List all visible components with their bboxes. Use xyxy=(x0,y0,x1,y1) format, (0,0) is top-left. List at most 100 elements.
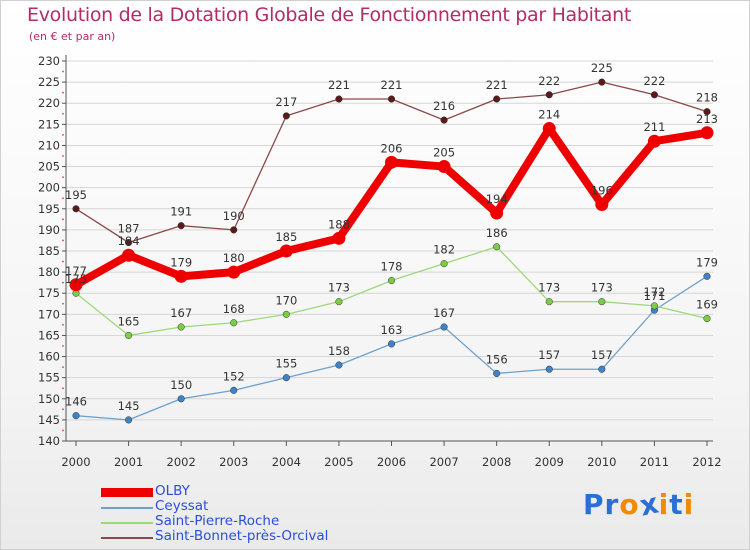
data-label: 163 xyxy=(381,323,403,337)
data-label: 187 xyxy=(118,222,140,236)
data-point xyxy=(230,386,238,394)
data-point xyxy=(595,198,609,212)
data-point xyxy=(700,126,714,140)
y-tick-label: 205 xyxy=(38,160,60,174)
data-point xyxy=(72,205,80,213)
y-minor-dot xyxy=(62,133,64,136)
legend-label-ceyssat: Ceyssat xyxy=(155,498,209,514)
data-point xyxy=(174,269,188,283)
data-point xyxy=(545,91,553,99)
data-point xyxy=(177,395,185,403)
y-minor-dot xyxy=(62,197,64,200)
chart-title: Evolution de la Dotation Globale de Fonc… xyxy=(27,4,632,26)
data-point xyxy=(545,365,553,373)
data-label: 155 xyxy=(275,357,297,371)
y-tick-label: 210 xyxy=(38,138,60,152)
y-tick-label: 175 xyxy=(38,286,60,300)
data-point xyxy=(545,298,553,306)
data-label: 146 xyxy=(65,395,87,409)
data-label: 179 xyxy=(696,255,718,269)
data-label: 221 xyxy=(328,78,350,92)
data-point xyxy=(335,95,343,103)
x-tick-label: 2011 xyxy=(640,455,669,469)
data-label: 167 xyxy=(170,306,192,320)
data-label: 217 xyxy=(275,95,297,109)
data-point xyxy=(72,412,80,420)
data-label: 152 xyxy=(223,369,245,383)
data-point xyxy=(282,310,290,318)
data-label: 168 xyxy=(223,302,245,316)
data-label: 156 xyxy=(486,352,508,366)
data-point xyxy=(230,226,238,234)
data-point xyxy=(598,365,606,373)
data-label: 157 xyxy=(591,348,613,362)
data-label: 205 xyxy=(433,146,455,160)
data-point xyxy=(703,315,711,323)
logo-letter: t xyxy=(669,488,684,521)
y-tick-label: 180 xyxy=(38,265,60,279)
data-point xyxy=(650,302,658,310)
data-label: 222 xyxy=(643,74,665,88)
data-point xyxy=(177,323,185,331)
data-label: 167 xyxy=(433,306,455,320)
logo-letter: i xyxy=(683,488,695,521)
data-point xyxy=(122,248,136,262)
y-tick-label: 160 xyxy=(38,350,60,364)
y-tick-label: 145 xyxy=(38,413,60,427)
data-label: 221 xyxy=(381,78,403,92)
data-label: 179 xyxy=(170,255,192,269)
y-tick-label: 215 xyxy=(38,117,60,131)
legend-label-saint-bonnet: Saint-Bonnet-près-Orcival xyxy=(155,528,329,544)
x-tick-label: 2006 xyxy=(377,455,406,469)
y-minor-dot xyxy=(62,70,64,73)
data-label: 158 xyxy=(328,344,350,358)
x-tick-label: 2009 xyxy=(535,455,564,469)
data-point xyxy=(493,95,501,103)
legend-swatch-saint-pierre-roche xyxy=(101,522,153,524)
data-label: 216 xyxy=(433,99,455,113)
y-minor-dot xyxy=(62,323,64,326)
data-label: 196 xyxy=(591,184,613,198)
data-point xyxy=(387,95,396,103)
data-label: 206 xyxy=(381,141,403,155)
y-minor-dot xyxy=(62,429,64,432)
data-point xyxy=(440,260,448,268)
y-tick-label: 200 xyxy=(38,181,60,195)
y-tick-label: 185 xyxy=(38,244,60,258)
data-point xyxy=(335,298,343,306)
y-tick-label: 225 xyxy=(38,75,60,89)
data-point xyxy=(282,374,290,382)
proxiti-logo: Proxiti xyxy=(583,486,695,522)
data-point xyxy=(279,244,293,258)
y-tick-label: 165 xyxy=(38,328,60,342)
legend-label-olby: OLBY xyxy=(155,483,190,499)
x-tick-label: 2012 xyxy=(692,455,721,469)
y-tick-label: 195 xyxy=(38,202,60,216)
logo-letter: P xyxy=(583,488,605,521)
data-point xyxy=(703,272,711,280)
data-point xyxy=(650,91,658,99)
legend-swatch-ceyssat xyxy=(101,507,153,509)
data-point xyxy=(385,155,398,169)
data-label: 175 xyxy=(65,272,87,286)
y-minor-dot xyxy=(62,91,64,94)
data-point xyxy=(230,319,238,327)
data-point xyxy=(227,265,241,279)
data-label: 195 xyxy=(65,188,87,202)
data-label: 184 xyxy=(118,234,140,248)
data-point xyxy=(332,231,346,245)
y-minor-dot xyxy=(62,155,64,157)
y-minor-dot xyxy=(62,345,64,347)
data-point xyxy=(437,160,451,174)
x-tick-label: 2002 xyxy=(167,455,196,469)
data-point xyxy=(490,206,504,220)
x-tick-label: 2003 xyxy=(219,455,248,469)
data-point xyxy=(125,331,133,339)
y-tick-label: 190 xyxy=(38,223,60,237)
y-tick-label: 230 xyxy=(38,54,60,68)
data-label: 225 xyxy=(591,61,613,75)
data-point xyxy=(69,278,83,292)
data-label: 185 xyxy=(275,230,297,244)
data-label: 214 xyxy=(538,108,560,122)
